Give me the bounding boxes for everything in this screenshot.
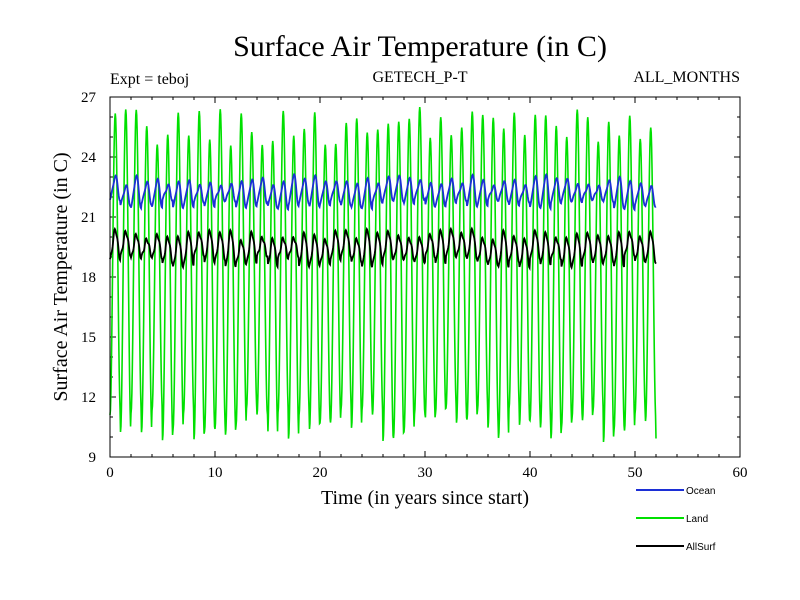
series-line-allsurf (109, 226, 657, 272)
x-tick-label: 40 (523, 465, 538, 481)
x-tick-label: 50 (628, 465, 643, 481)
y-axis-label: Surface Air Temperature (in C) (50, 152, 72, 401)
legend-label-land: Land (686, 514, 708, 525)
y-tick-label: 9 (89, 450, 97, 466)
experiment-label: Expt = teboj (110, 71, 189, 88)
legend-label-allsurf: AllSurf (686, 542, 716, 553)
y-tick-label: 15 (81, 330, 96, 346)
x-tick-label: 20 (313, 465, 328, 481)
legend: Ocean Land AllSurf (636, 486, 716, 553)
chart-title: Surface Air Temperature (in C) (233, 30, 607, 63)
legend-label-ocean: Ocean (686, 486, 715, 497)
series-line-ocean (109, 172, 657, 212)
y-tick-label: 18 (81, 270, 96, 286)
x-tick-label: 60 (733, 465, 748, 481)
x-tick-label: 0 (106, 465, 114, 481)
x-tick-label: 30 (418, 465, 433, 481)
plot-frame (109, 96, 741, 458)
y-tick-label: 12 (81, 390, 96, 406)
months-label: ALL_MONTHS (633, 69, 740, 86)
data-lines (109, 106, 657, 443)
y-tick-label: 21 (81, 210, 96, 226)
y-tick-label: 24 (81, 150, 97, 166)
dataset-label: GETECH_P-T (372, 69, 467, 86)
series-line-land (109, 106, 657, 443)
x-tick-label: 10 (208, 465, 223, 481)
x-axis-label: Time (in years since start) (321, 487, 529, 509)
axis-ticks: 0 10 20 30 40 50 60 9 12 15 18 21 24 27 (81, 90, 748, 481)
y-tick-label: 27 (81, 90, 97, 106)
